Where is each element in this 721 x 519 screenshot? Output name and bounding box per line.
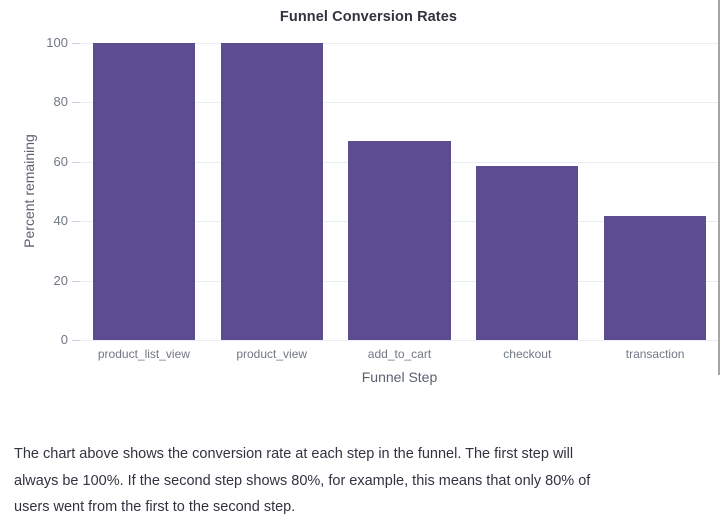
y-gridline — [80, 102, 719, 103]
y-tick-mark — [72, 280, 80, 282]
x-tick-label: product_view — [236, 347, 308, 361]
bar-transaction — [603, 215, 707, 340]
caption: The chart above shows the conversion rat… — [14, 441, 714, 519]
caption-line: always be 100%. If the second step shows… — [14, 472, 591, 489]
x-tick-label: checkout — [503, 347, 552, 361]
y-tick-label: 100 — [46, 34, 68, 50]
y-tick-label: 20 — [53, 272, 68, 288]
y-tick-mark — [72, 42, 80, 44]
bar-add_to_cart — [348, 141, 451, 340]
x-axis-title: Funnel Step — [361, 369, 438, 385]
y-tick-label: 80 — [53, 94, 68, 109]
bar-product_view — [220, 42, 323, 340]
x-tick-label: transaction — [625, 347, 685, 361]
y-tick-mark — [72, 340, 80, 341]
x-tick-label: add_to_cart — [367, 347, 432, 361]
y-gridline — [80, 340, 719, 341]
y-tick-mark — [72, 221, 80, 222]
y-tick-mark — [72, 161, 80, 163]
bar-chart: 0 20 40 60 80 100 product_list_view product_vie… — [46, 34, 719, 361]
caption-line: users went from the first to the second … — [14, 499, 296, 515]
x-tick-label: product_list_view — [97, 347, 190, 361]
chart-title: Funnel Conversion Rates — [279, 9, 458, 25]
caption-line: The chart above shows the conversion rat… — [14, 446, 574, 462]
bar-product_list_view — [92, 42, 195, 340]
y-tick-mark — [72, 102, 80, 103]
y-gridline — [80, 42, 719, 44]
y-tick-label: 0 — [60, 332, 68, 347]
y-tick-label: 60 — [53, 153, 68, 169]
bar-checkout — [476, 165, 579, 340]
y-axis-title: Percent remaining — [21, 134, 37, 248]
y-tick-label: 40 — [53, 213, 68, 228]
scrollbar-thumb[interactable] — [718, 0, 720, 375]
